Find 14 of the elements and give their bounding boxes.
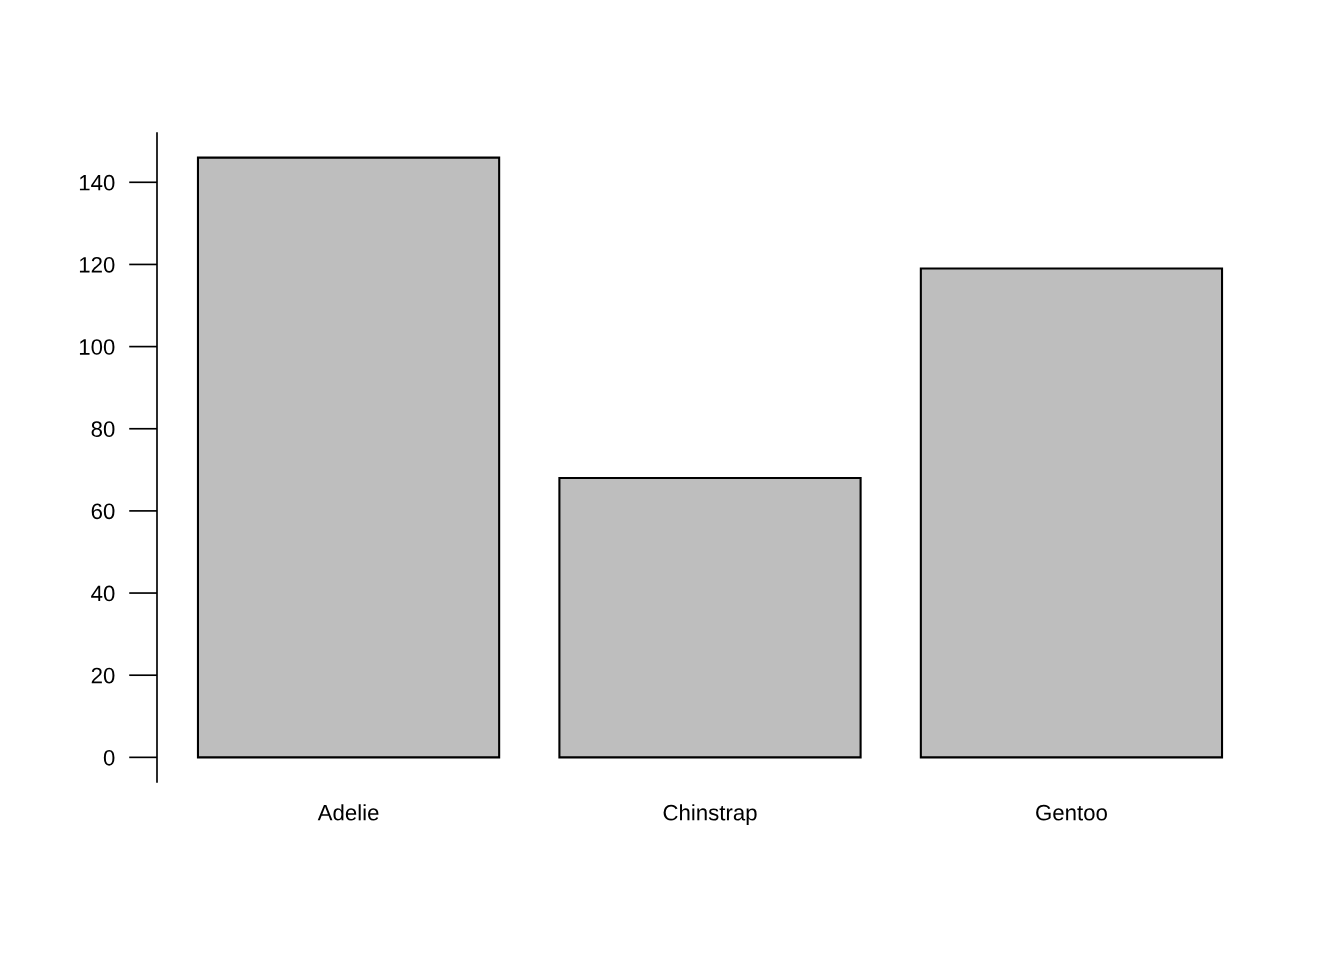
y-tick-label: 60 [91, 503, 115, 520]
x-tick-label: Adelie [317, 804, 379, 821]
y-tick-label: 0 [103, 749, 115, 766]
y-tick-label: 20 [91, 667, 115, 684]
x-tick-label: Chinstrap [663, 804, 757, 825]
bar [558, 477, 862, 759]
y-tick-label: 100 [79, 339, 115, 355]
bar [196, 156, 501, 759]
bar [919, 267, 1224, 759]
x-tick-label: Gentoo [1036, 804, 1107, 821]
y-tick-label: 140 [79, 174, 115, 191]
y-tick-label: 120 [79, 256, 115, 273]
y-tick-label: 80 [91, 421, 115, 438]
y-tick-label: 40 [91, 585, 115, 602]
